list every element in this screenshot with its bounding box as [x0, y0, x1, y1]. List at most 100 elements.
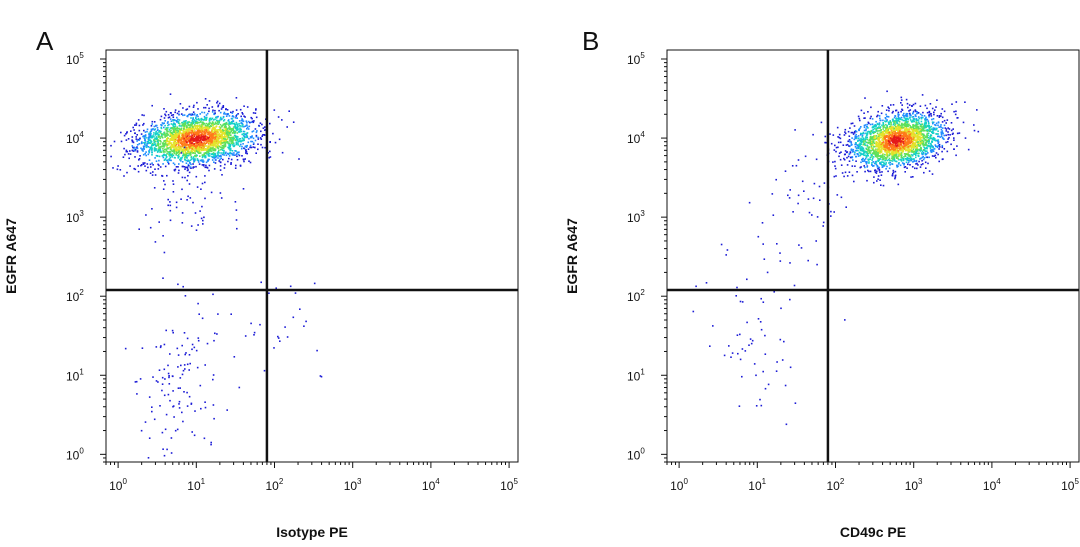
event-dot	[263, 134, 265, 136]
event-dot	[937, 154, 939, 156]
event-dot	[212, 144, 214, 146]
event-dot	[173, 183, 175, 185]
event-dot	[882, 105, 884, 107]
event-dot	[209, 135, 211, 137]
event-dot	[202, 130, 204, 132]
event-dot	[912, 166, 914, 168]
event-dot	[180, 198, 182, 200]
tick-base-part: 10	[66, 369, 80, 383]
event-dot	[197, 186, 199, 188]
event-dot	[214, 132, 216, 134]
event-dot	[932, 121, 934, 123]
event-dot	[862, 147, 864, 149]
event-dot	[171, 120, 173, 122]
event-dot	[144, 135, 146, 137]
event-dot	[235, 201, 237, 203]
event-dot	[164, 132, 166, 134]
event-dot	[889, 135, 891, 137]
event-dot	[171, 123, 173, 125]
event-dot	[193, 111, 195, 113]
event-dot	[224, 112, 226, 114]
event-dot	[162, 148, 164, 150]
event-dot	[133, 129, 135, 131]
event-dot	[247, 127, 249, 129]
event-dot	[147, 167, 149, 169]
event-dot	[145, 142, 147, 144]
event-dot	[932, 108, 934, 110]
event-dot	[167, 205, 169, 207]
event-dot	[217, 157, 219, 159]
event-dot	[881, 164, 883, 166]
event-dot	[151, 152, 153, 154]
event-dot	[154, 126, 156, 128]
event-dot	[917, 135, 919, 137]
event-dot	[230, 144, 232, 146]
event-dot	[224, 119, 226, 121]
event-dot	[168, 159, 170, 161]
event-dot	[893, 104, 895, 106]
event-dot	[194, 347, 196, 349]
event-dot	[209, 142, 211, 144]
event-dot	[195, 156, 197, 158]
event-dot	[864, 130, 866, 132]
event-dot	[193, 114, 195, 116]
event-dot	[868, 122, 870, 124]
event-dot	[158, 221, 160, 223]
event-dot	[125, 133, 127, 135]
event-dot	[196, 229, 198, 231]
event-dot	[921, 152, 923, 154]
event-dot	[184, 364, 186, 366]
event-dot	[175, 169, 177, 171]
event-dot	[187, 160, 189, 162]
event-dot	[162, 163, 164, 165]
event-dot	[906, 162, 908, 164]
event-dot	[172, 390, 174, 392]
tick-base-part: 10	[344, 479, 358, 493]
event-dot	[186, 141, 188, 143]
event-dot	[211, 144, 213, 146]
event-dot	[906, 119, 908, 121]
event-dot	[275, 142, 277, 144]
event-dot	[170, 118, 172, 120]
event-dot	[856, 156, 858, 158]
event-dot	[191, 148, 193, 150]
event-dot	[236, 109, 238, 111]
event-dot	[208, 108, 210, 110]
event-dot	[849, 153, 851, 155]
tick-exponent-part: 2	[79, 288, 84, 297]
event-dot	[151, 141, 153, 143]
event-dot	[173, 155, 175, 157]
event-dot	[941, 151, 943, 153]
y-tick-label: 104	[66, 130, 84, 146]
event-dot	[233, 152, 235, 154]
event-dot	[152, 121, 154, 123]
event-dot	[216, 155, 218, 157]
event-dot	[279, 340, 281, 342]
event-dot	[946, 130, 948, 132]
event-dot	[223, 117, 225, 119]
event-dot	[184, 147, 186, 149]
event-dot	[240, 144, 242, 146]
event-dot	[218, 110, 220, 112]
event-dot	[230, 131, 232, 133]
event-dot	[214, 110, 216, 112]
event-dot	[176, 135, 178, 137]
event-dot	[221, 138, 223, 140]
event-dot	[226, 155, 228, 157]
tick-exponent-part: 3	[357, 477, 362, 486]
event-dot	[240, 116, 242, 118]
tick-base-part: 10	[187, 479, 201, 493]
event-dot	[902, 127, 904, 129]
event-dot	[905, 141, 907, 143]
event-dot	[174, 112, 176, 114]
event-dot	[885, 151, 887, 153]
event-dot	[204, 149, 206, 151]
event-dot	[214, 148, 216, 150]
event-dot	[172, 124, 174, 126]
event-dot	[952, 133, 954, 135]
event-dot	[208, 123, 210, 125]
event-dot	[129, 150, 131, 152]
event-dot	[150, 172, 152, 174]
event-dot	[205, 139, 207, 141]
event-dot	[840, 142, 842, 144]
